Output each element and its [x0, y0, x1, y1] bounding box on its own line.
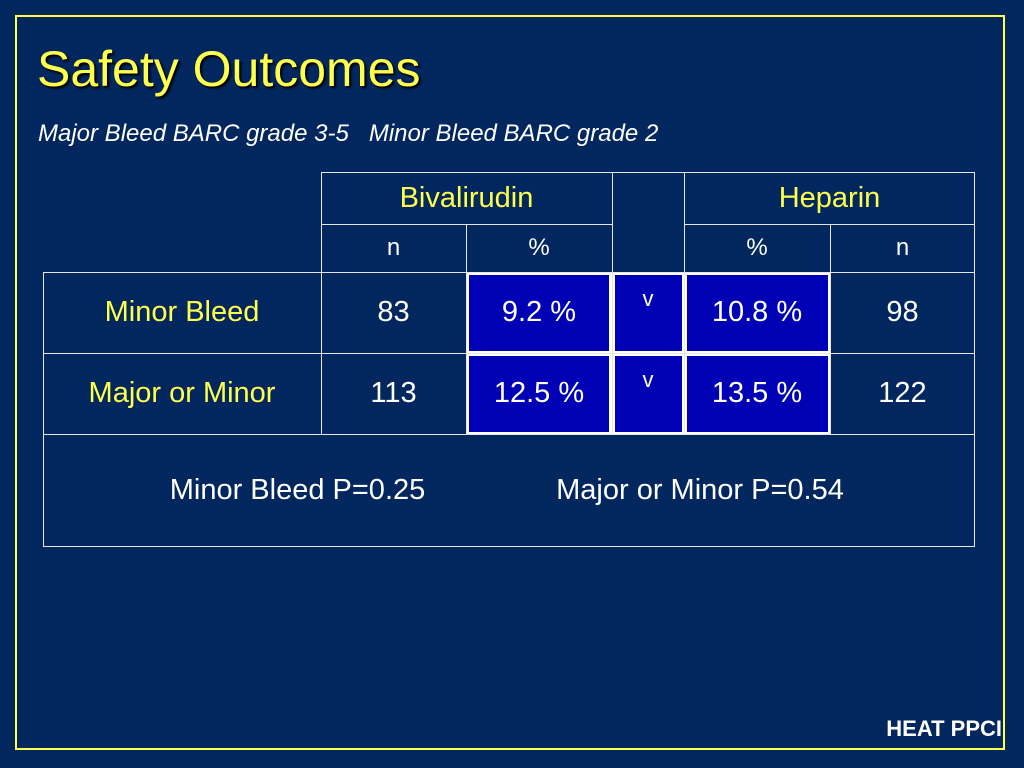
table-rule [43, 272, 44, 547]
table-cell: 13.5 % [711, 377, 803, 409]
table-rule [830, 224, 831, 434]
table-cell: 113 [370, 377, 417, 409]
bivalirudin-header: Bivalirudin [399, 181, 534, 214]
slide-frame [15, 15, 1005, 750]
versus-mark: v [642, 286, 654, 311]
slide-subtitle: Major Bleed BARC grade 3-5 Minor Bleed B… [38, 120, 659, 147]
highlight-cell [466, 353, 612, 435]
table-rule [321, 172, 322, 434]
biv-n-header: n [386, 234, 401, 261]
highlight-cell [612, 272, 685, 354]
biv-pct-header: % [528, 234, 550, 261]
versus-mark: v [642, 367, 654, 392]
table-cell: 83 [377, 296, 410, 328]
hep-n-header: n [895, 234, 910, 261]
slide-title: Safety Outcomes [37, 41, 421, 97]
table-rule [43, 272, 975, 273]
table-rule [43, 353, 975, 354]
heat-ppci-logo: HEAT PPCI [886, 716, 1002, 741]
major-or-minor-p-value: Major or Minor P=0.54 [556, 474, 844, 506]
heparin-header: Heparin [778, 181, 881, 214]
row-label-minor-bleed: Minor Bleed [104, 296, 260, 328]
table-cell: 10.8 % [711, 296, 803, 328]
table-rule [684, 172, 685, 434]
table-rule [684, 224, 975, 225]
table-cell: 122 [878, 377, 927, 409]
minor-bleed-p-value: Minor Bleed P=0.25 [169, 474, 426, 506]
table-rule [43, 434, 975, 435]
highlight-cell [684, 272, 831, 354]
hep-pct-header: % [746, 234, 768, 261]
highlight-cell [684, 353, 831, 435]
table-rule [974, 172, 975, 547]
highlight-cell [466, 272, 612, 354]
table-rule [466, 224, 467, 434]
table-rule [612, 172, 613, 434]
table-cell: 9.2 % [501, 296, 577, 328]
table-cell: 98 [886, 296, 919, 328]
row-label-major-or-minor: Major or Minor [88, 377, 276, 409]
table-rule [43, 546, 975, 547]
table-cell: 12.5 % [493, 377, 585, 409]
table-rule [321, 172, 975, 173]
highlight-cell [612, 353, 685, 435]
